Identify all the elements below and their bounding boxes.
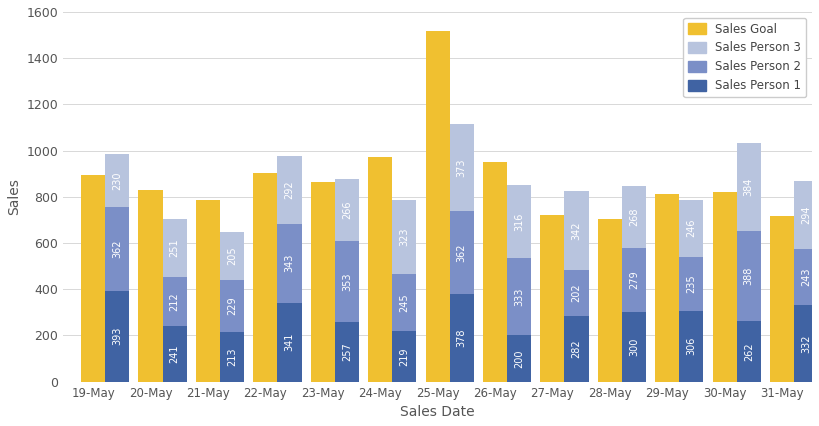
Text: 362: 362	[457, 243, 467, 262]
Bar	[450, 294, 473, 382]
Text: 251: 251	[170, 239, 179, 257]
Text: 245: 245	[400, 294, 410, 312]
Bar	[679, 311, 704, 382]
Bar	[310, 182, 335, 382]
Bar	[737, 321, 761, 382]
Bar	[220, 332, 244, 382]
Text: 373: 373	[457, 158, 467, 177]
Text: 235: 235	[686, 274, 696, 293]
Bar	[564, 191, 589, 270]
Text: 378: 378	[457, 329, 467, 347]
Bar	[737, 143, 761, 231]
Bar	[278, 156, 301, 224]
Text: 279: 279	[629, 271, 639, 289]
Text: 241: 241	[170, 345, 179, 363]
Text: 200: 200	[514, 349, 524, 368]
Text: 268: 268	[629, 207, 639, 226]
Bar	[220, 232, 244, 279]
Text: 342: 342	[572, 221, 581, 239]
Text: 243: 243	[801, 268, 811, 286]
Bar	[507, 335, 532, 382]
Bar	[335, 241, 359, 322]
Bar	[220, 279, 244, 332]
Bar	[138, 190, 162, 382]
Bar	[483, 162, 507, 382]
Text: 333: 333	[514, 288, 524, 306]
Bar	[278, 224, 301, 303]
Text: 341: 341	[284, 333, 295, 351]
Bar	[679, 256, 704, 311]
Text: 343: 343	[284, 254, 295, 272]
Bar	[770, 216, 794, 382]
Bar	[335, 322, 359, 382]
Bar	[162, 219, 187, 277]
Bar	[450, 210, 473, 294]
Bar	[105, 291, 129, 382]
Text: 292: 292	[284, 181, 295, 199]
Bar	[368, 157, 392, 382]
Text: 384: 384	[744, 178, 753, 196]
Bar	[507, 259, 532, 335]
Bar	[622, 186, 646, 248]
Text: 246: 246	[686, 219, 696, 237]
Bar	[794, 249, 818, 305]
Text: 316: 316	[514, 213, 524, 231]
Text: 266: 266	[342, 201, 352, 219]
Text: 332: 332	[801, 334, 811, 353]
Text: 219: 219	[400, 347, 410, 366]
Text: 257: 257	[342, 343, 352, 361]
Bar	[81, 176, 105, 382]
Bar	[655, 194, 679, 382]
Y-axis label: Sales: Sales	[7, 178, 21, 215]
X-axis label: Sales Date: Sales Date	[400, 405, 475, 419]
Text: 229: 229	[227, 296, 237, 315]
Text: 212: 212	[170, 292, 179, 311]
Text: 388: 388	[744, 267, 753, 285]
Text: 353: 353	[342, 272, 352, 291]
Text: 262: 262	[744, 342, 753, 361]
Text: 202: 202	[572, 284, 581, 302]
Bar	[392, 331, 416, 382]
Bar	[507, 185, 532, 259]
Bar	[450, 124, 473, 210]
Text: 306: 306	[686, 337, 696, 355]
Text: 393: 393	[112, 327, 122, 345]
Bar	[426, 31, 450, 382]
Bar	[392, 274, 416, 331]
Bar	[278, 303, 301, 382]
Text: 300: 300	[629, 338, 639, 356]
Bar	[622, 248, 646, 312]
Bar	[253, 173, 278, 382]
Text: 205: 205	[227, 247, 237, 265]
Bar	[679, 200, 704, 256]
Bar	[622, 312, 646, 382]
Bar	[335, 179, 359, 241]
Text: 213: 213	[227, 348, 237, 366]
Bar	[598, 219, 622, 382]
Bar	[162, 326, 187, 382]
Bar	[196, 201, 220, 382]
Bar	[105, 207, 129, 291]
Bar	[564, 270, 589, 317]
Text: 282: 282	[572, 340, 581, 358]
Bar	[392, 200, 416, 274]
Text: 230: 230	[112, 171, 122, 190]
Bar	[162, 277, 187, 326]
Bar	[794, 305, 818, 382]
Bar	[564, 317, 589, 382]
Bar	[794, 181, 818, 249]
Bar	[713, 192, 737, 382]
Bar	[541, 215, 564, 382]
Bar	[737, 231, 761, 321]
Bar	[105, 154, 129, 207]
Text: 362: 362	[112, 240, 122, 258]
Text: 294: 294	[801, 206, 811, 224]
Text: 323: 323	[400, 228, 410, 246]
Legend: Sales Goal, Sales Person 3, Sales Person 2, Sales Person 1: Sales Goal, Sales Person 3, Sales Person…	[683, 18, 806, 97]
